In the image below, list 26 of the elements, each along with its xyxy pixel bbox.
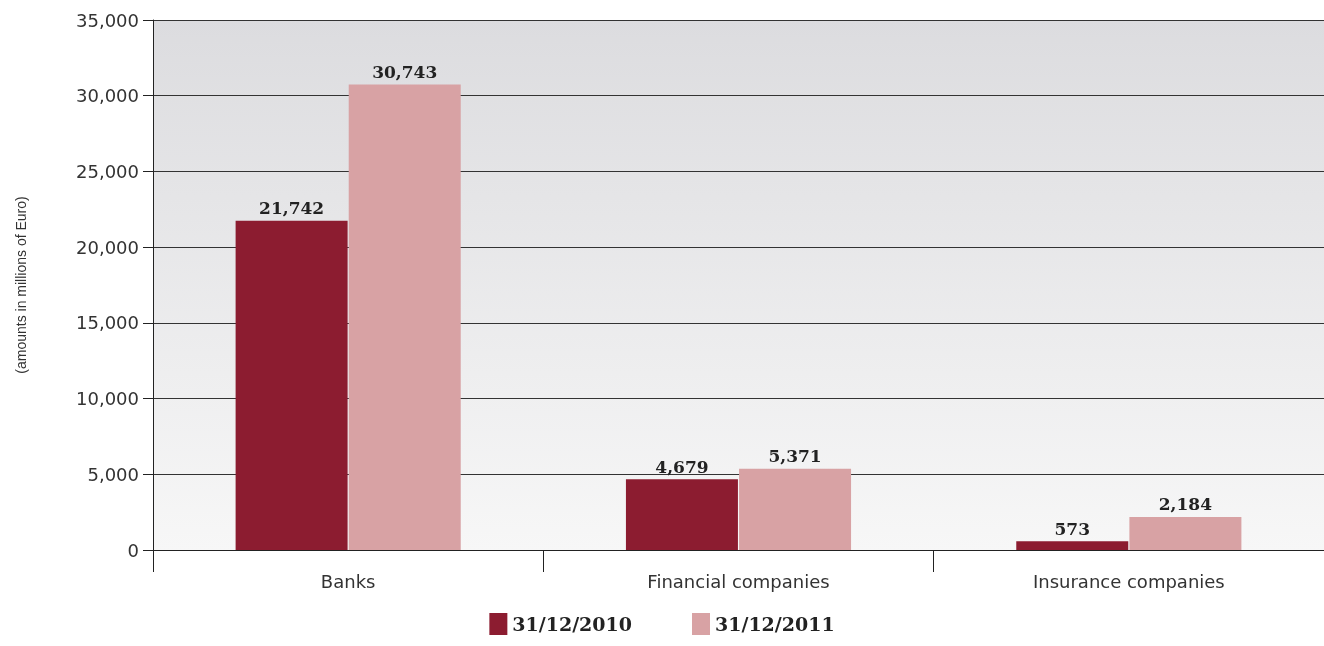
data-label: 4,679	[655, 456, 709, 477]
legend-label: 31/12/2010	[512, 613, 632, 635]
bar	[348, 84, 461, 550]
y-tick-label: 20,000	[76, 236, 139, 258]
bar	[235, 220, 348, 550]
x-tick-label: Banks	[320, 570, 376, 592]
y-axis-title: (amounts in millions of Euro)	[13, 196, 29, 374]
data-label: 5,371	[768, 446, 822, 467]
x-tick-label: Insurance companies	[1032, 570, 1225, 592]
legend-label: 31/12/2011	[715, 613, 835, 635]
y-tick-label: 10,000	[76, 388, 139, 410]
bar	[1016, 541, 1129, 550]
bar	[1129, 516, 1242, 550]
y-tick-label: 5,000	[87, 463, 139, 485]
bar	[625, 479, 738, 550]
data-label: 21,742	[259, 198, 325, 219]
y-tick-label: 30,000	[76, 85, 139, 107]
y-tick-label: 15,000	[76, 312, 139, 334]
bar	[739, 468, 852, 550]
x-tick-label: Financial companies	[647, 570, 830, 592]
data-label: 573	[1054, 518, 1091, 539]
data-label: 30,743	[372, 61, 438, 82]
data-label: 2,184	[1158, 494, 1213, 515]
y-tick-label: 35,000	[76, 9, 139, 31]
y-tick-label: 25,000	[76, 160, 139, 182]
y-tick-label: 0	[127, 539, 139, 561]
